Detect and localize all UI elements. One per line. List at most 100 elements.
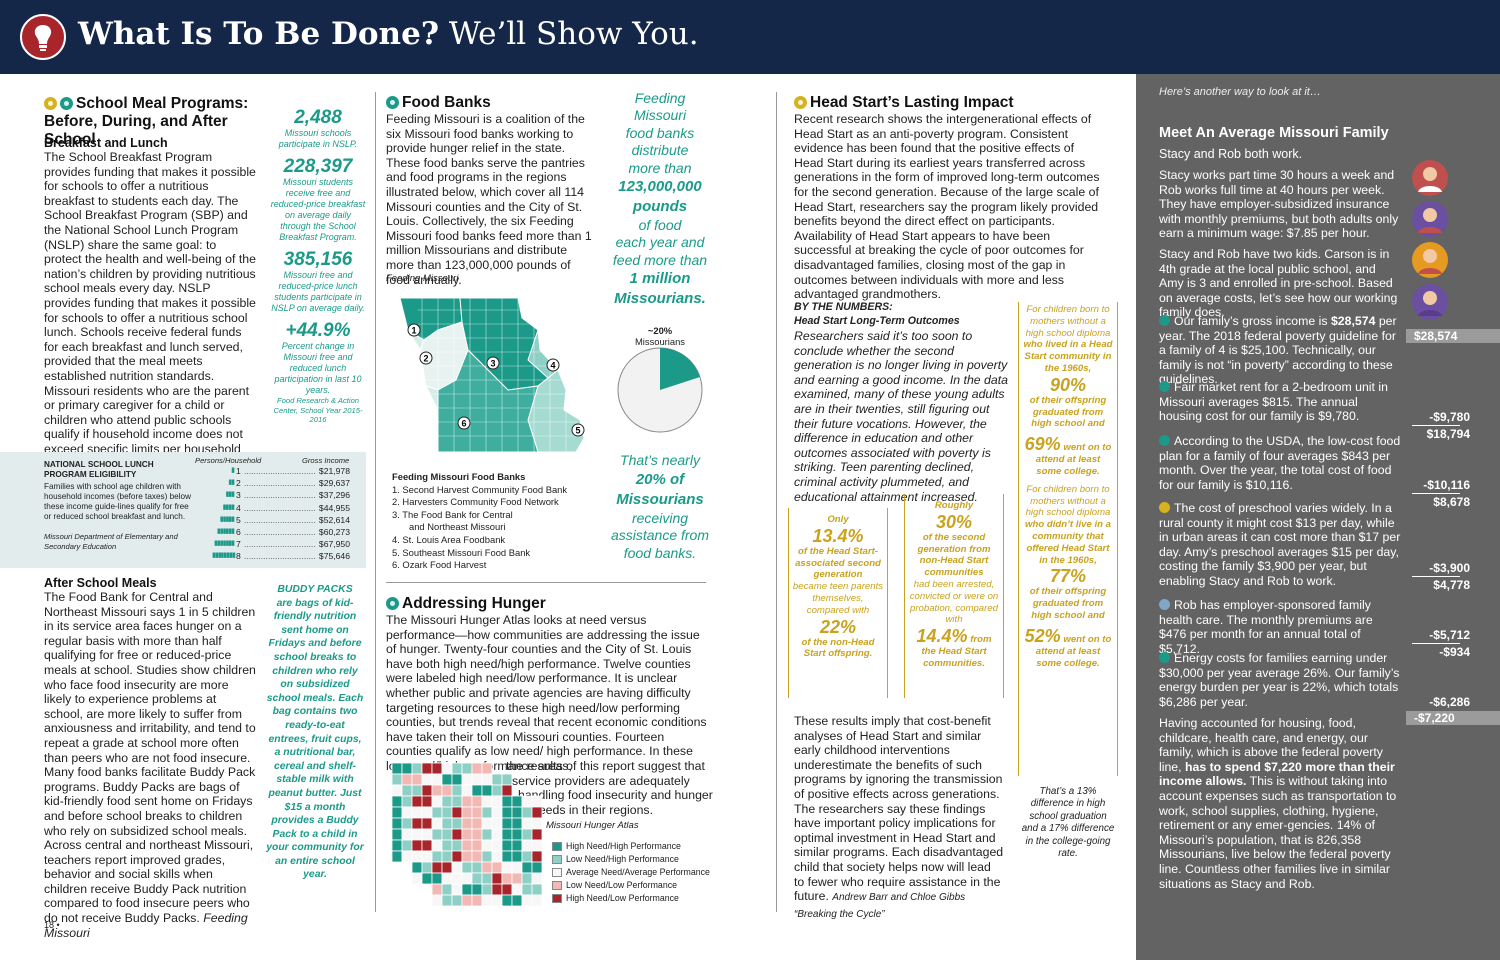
hunger-atlas-citation: Missouri Hunger Atlas [546, 820, 639, 831]
county-cell [391, 839, 403, 852]
county-cell [421, 839, 433, 852]
county-cell [411, 828, 423, 841]
column-divider [776, 92, 777, 912]
amount-preschool: -$3,900 [1429, 561, 1470, 575]
gross-income: $29,637 [318, 478, 350, 489]
county-cell [441, 773, 453, 786]
county-cell [411, 773, 423, 786]
county-cell [521, 894, 533, 907]
county-cell [391, 773, 403, 786]
county-cell [501, 817, 513, 830]
county-cell [511, 872, 523, 885]
county-cell [491, 773, 503, 786]
county-cell [511, 817, 523, 830]
household-size: 6 [236, 527, 241, 537]
county-cell [531, 850, 543, 863]
after-school-heading: After School Meals [44, 576, 157, 590]
arrest-stat: Roughly 30% of the second generation fro… [909, 500, 999, 669]
person-icons: ▮▮▮▮▮▮▮▮ [212, 552, 236, 560]
county-cell [461, 894, 473, 907]
legend-label: High Need/High Performance [566, 841, 681, 851]
region-number: 3 [490, 359, 495, 369]
county-cell [461, 850, 473, 863]
county-cell [431, 883, 443, 896]
county-cell [531, 839, 543, 852]
county-cell [411, 806, 423, 819]
county-cell [431, 784, 443, 797]
nslp-title: NATIONAL SCHOOL LUNCH PROGRAM ELIGIBILITY [44, 460, 154, 479]
county-cell [401, 850, 413, 863]
housing-item: Fair market rent for a 2-bedroom unit in… [1159, 380, 1388, 424]
county-cell [421, 773, 433, 786]
amount-final: -$7,220 [1406, 711, 1500, 725]
county-cell [471, 806, 483, 819]
gross-income: $21,978 [318, 466, 350, 476]
gross-income: $60,273 [318, 527, 350, 537]
county-cell [451, 850, 463, 863]
county-cell [431, 894, 443, 907]
amount-health: -$5,712 [1429, 628, 1470, 642]
person-icons: ▮▮▮▮ [222, 503, 235, 511]
energy-icon [1159, 652, 1170, 663]
county-cell [511, 861, 523, 874]
county-cell [511, 883, 523, 896]
gross-income: $44,955 [318, 502, 350, 513]
county-cell [521, 795, 533, 808]
column-divider [375, 92, 376, 912]
county-cell [451, 795, 463, 808]
amount-housing: -$9,780 [1429, 410, 1470, 424]
legend-swatch [552, 868, 562, 877]
county-cell [441, 872, 453, 885]
stat-caption: Missouri free and reduced-price lunch st… [271, 270, 365, 313]
county-cell [471, 828, 483, 841]
leader-dots: ...................................... [244, 527, 316, 537]
addressing-hunger-body-cont: the results of this report suggest that … [506, 759, 713, 817]
addressing-hunger-title: Addressing Hunger [386, 595, 546, 613]
amount-rule [1412, 425, 1460, 426]
county-cell [481, 762, 493, 775]
county-cell [471, 861, 483, 874]
county-cell [401, 828, 413, 841]
nslp-citation: Missouri Department of Elementary and Se… [44, 532, 178, 551]
county-cell [461, 784, 473, 797]
pencil-icon [44, 97, 57, 110]
county-cell [531, 817, 543, 830]
legend-label: Average Need/Average Performance [566, 867, 710, 877]
sidebar-conclusion: Having accounted for housing, food, chil… [1159, 716, 1397, 891]
avatar-amy [1412, 284, 1448, 320]
county-cell [511, 795, 523, 808]
county-cell [521, 828, 533, 841]
sidebar-paragraph: Stacy works part time 30 hours a week an… [1159, 168, 1399, 241]
leader-dots: ...................................... [244, 502, 316, 513]
county-cell [431, 828, 443, 841]
county-cell [491, 850, 503, 863]
person-icons: ▮▮▮▮▮▮ [216, 528, 235, 535]
gross-income: $37,296 [318, 490, 350, 501]
sidebar-paragraph: Stacy and Rob have two kids. Carson is i… [1159, 247, 1398, 320]
county-cell [391, 795, 403, 808]
county-cell [401, 795, 413, 808]
county-cell [471, 773, 483, 786]
breakfast-body: The School Breakfast Program provides fu… [44, 150, 256, 470]
county-cell [411, 872, 423, 885]
by-the-numbers-heading: BY THE NUMBERS: Head Start Long-Term Out… [794, 301, 960, 327]
stat-caption: Missouri schools participate in NSLP. [278, 128, 358, 149]
county-cell [441, 762, 453, 775]
county-cell [431, 806, 443, 819]
region-number: 4 [550, 361, 555, 371]
nslp-description: Families with school age children with h… [44, 482, 192, 521]
county-cell [471, 784, 483, 797]
food-banks-body: Feeding Missouri is a coalition of the s… [386, 112, 592, 287]
county-cell [401, 762, 413, 775]
amount-rule [1412, 643, 1460, 644]
teen-parent-stat: Only 13.4% of the Head Start-associated … [792, 514, 884, 660]
county-cell [461, 795, 473, 808]
county-cell [531, 883, 543, 896]
region-marker [407, 323, 421, 337]
county-cell [451, 883, 463, 896]
legend-label: Low Need/High Performance [566, 854, 679, 864]
county-cell [421, 762, 433, 775]
county-cell [451, 784, 463, 797]
county-cell [461, 817, 473, 830]
region-marker [419, 351, 433, 365]
